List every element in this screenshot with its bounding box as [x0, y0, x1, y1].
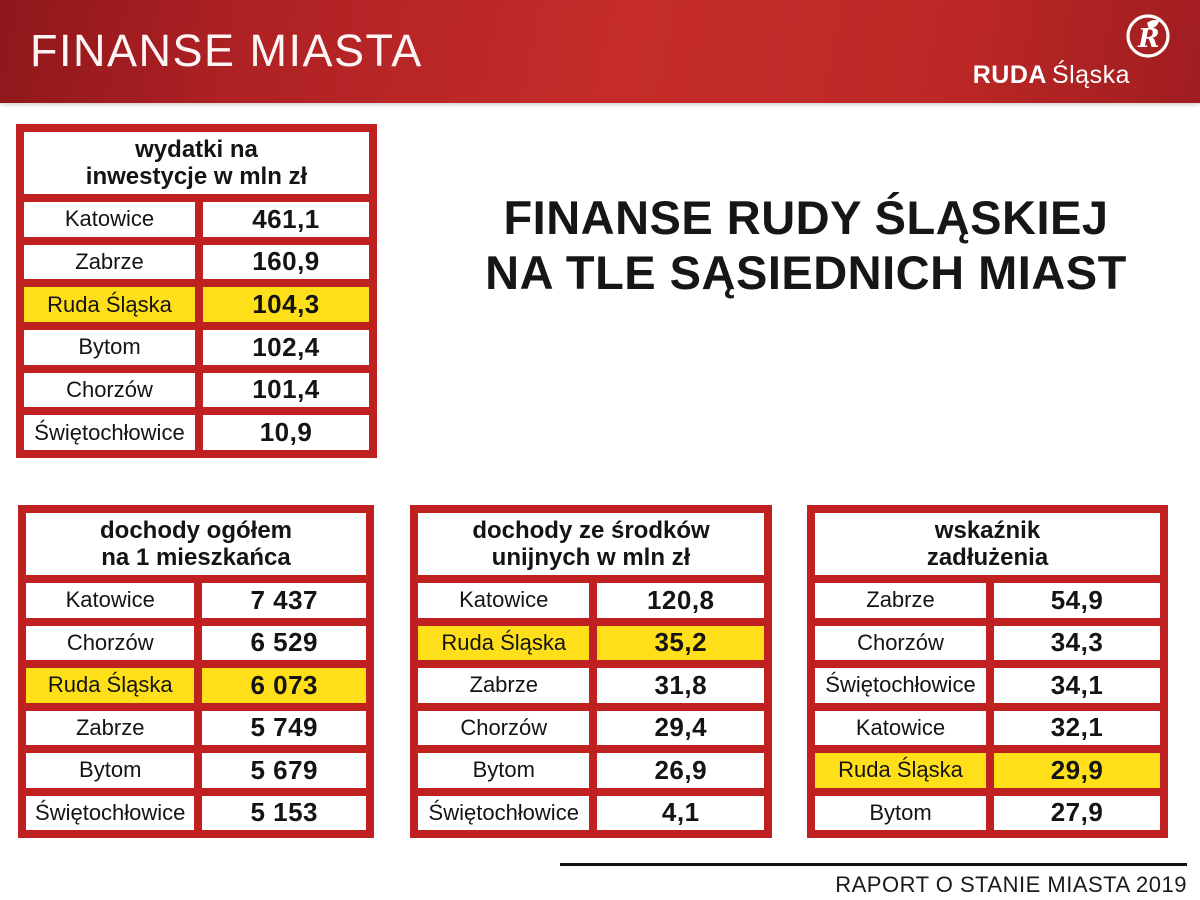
- table-row-value: 31,8: [597, 668, 764, 703]
- table-row-city: Katowice: [26, 583, 195, 618]
- table-row-city: Świętochłowice: [815, 668, 986, 703]
- table-row-value: 5 153: [202, 795, 366, 830]
- table-row-value: 7 437: [202, 583, 366, 618]
- table-row-value: 6 073: [202, 668, 366, 703]
- main-title-line1: FINANSE RUDY ŚLĄSKIEJ: [503, 191, 1109, 244]
- table-title-line2: unijnych w mln zł: [491, 544, 691, 571]
- table-row-value: 32,1: [993, 710, 1160, 745]
- table-row-value: 35,2: [597, 625, 764, 660]
- table-wskaznik-zadluzenia: wskaźnik zadłużenia Zabrze 54,9 Chorzów 34,…: [807, 505, 1168, 838]
- table-dochody-unijne: dochody ze środków unijnych w mln zł Kat…: [410, 505, 772, 838]
- table-row-city: Ruda Śląska: [24, 287, 195, 322]
- table-row-city: Chorzów: [26, 625, 195, 660]
- table-row-value: 102,4: [202, 330, 369, 365]
- table-row-city: Ruda Śląska: [815, 753, 986, 788]
- brand-name-light: Śląska: [1051, 61, 1130, 89]
- table-row-value: 5 679: [202, 753, 366, 788]
- table-row-value: 4,1: [597, 795, 764, 830]
- svg-text:R: R: [1137, 24, 1160, 54]
- table-title-line1: wskaźnik: [934, 517, 1041, 544]
- table-title-line2: inwestycje w mln zł: [85, 163, 308, 190]
- table-title-line2: na 1 mieszkańca: [101, 544, 291, 571]
- table-row-value: 34,3: [993, 625, 1160, 660]
- table-row-value: 54,9: [993, 583, 1160, 618]
- table-row-city: Świętochłowice: [418, 795, 590, 830]
- table-row-city: Katowice: [815, 710, 986, 745]
- ruda-slaska-crest-icon: R: [1126, 14, 1170, 58]
- table-dochody-na-mieszkanca: dochody ogółem na 1 mieszkańca Katowice 7…: [18, 505, 374, 838]
- main-title: FINANSE RUDY ŚLĄSKIEJ NA TLE SĄSIEDNICH …: [420, 190, 1192, 300]
- table-title-line1: dochody ogółem: [100, 517, 292, 544]
- table-row-value: 10,9: [202, 415, 369, 450]
- table-row-value: 160,9: [202, 244, 369, 280]
- table-row-city: Zabrze: [26, 710, 195, 745]
- brand-name-bold: RUDA: [972, 61, 1047, 89]
- table-row-value: 5 749: [202, 710, 366, 745]
- header-bar: FINANSE MIASTA R RUDA Śląska: [0, 0, 1200, 103]
- table-row-city: Bytom: [26, 753, 195, 788]
- table-row-value: 6 529: [202, 625, 366, 660]
- table-row-city: Zabrze: [815, 583, 986, 618]
- table-row-city: Świętochłowice: [24, 415, 195, 450]
- brand-logo: R RUDA Śląska: [962, 10, 1172, 92]
- table-row-value: 34,1: [993, 668, 1160, 703]
- footer-report-label: RAPORT O STANIE MIASTA 2019: [835, 872, 1187, 897]
- table-title-dochody-unijne: dochody ze środków unijnych w mln zł: [418, 513, 764, 575]
- table-title-line1: wydatki na: [135, 136, 258, 163]
- table-row-city: Chorzów: [24, 372, 195, 408]
- main-title-line2: NA TLE SĄSIEDNICH MIAST: [485, 246, 1127, 299]
- table-row-city: Bytom: [418, 753, 590, 788]
- table-row-value: 461,1: [202, 202, 369, 237]
- table-row-city: Ruda Śląska: [418, 625, 590, 660]
- table-row-city: Bytom: [815, 795, 986, 830]
- table-row-value: 29,4: [597, 710, 764, 745]
- table-row-value: 29,9: [993, 753, 1160, 788]
- table-row-city: Chorzów: [815, 625, 986, 660]
- page-title: FINANSE MIASTA: [30, 24, 423, 76]
- table-row-value: 27,9: [993, 795, 1160, 830]
- table-title-line2: zadłużenia: [926, 544, 1049, 571]
- footer-divider: [560, 863, 1187, 866]
- table-row-city: Zabrze: [418, 668, 590, 703]
- table-row-city: Katowice: [24, 202, 195, 237]
- table-title-wskaznik: wskaźnik zadłużenia: [815, 513, 1160, 575]
- table-row-city: Katowice: [418, 583, 590, 618]
- table-row-city: Chorzów: [418, 710, 590, 745]
- table-row-city: Zabrze: [24, 244, 195, 280]
- table-title-wydatki: wydatki na inwestycje w mln zł: [24, 132, 369, 194]
- brand-name: RUDA Śląska: [973, 61, 1130, 90]
- table-title-line1: dochody ze środków: [472, 517, 710, 544]
- table-row-city: Ruda Śląska: [26, 668, 195, 703]
- table-row-value: 101,4: [202, 372, 369, 408]
- table-row-city: Świętochłowice: [26, 795, 195, 830]
- table-wydatki-na-inwestycje: wydatki na inwestycje w mln zł Katowice 4…: [16, 124, 377, 458]
- table-row-value: 104,3: [202, 287, 369, 322]
- table-row-city: Bytom: [24, 330, 195, 365]
- table-row-value: 26,9: [597, 753, 764, 788]
- table-row-value: 120,8: [597, 583, 764, 618]
- table-title-dochody-ogolem: dochody ogółem na 1 mieszkańca: [26, 513, 366, 575]
